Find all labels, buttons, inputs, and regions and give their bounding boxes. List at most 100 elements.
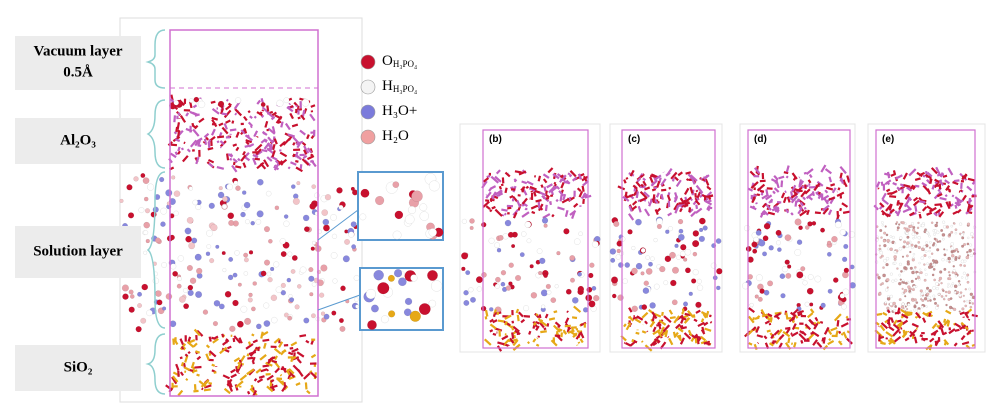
bond [550, 339, 558, 347]
bond [512, 212, 518, 219]
bond [841, 202, 849, 208]
bond [945, 185, 951, 192]
atom [669, 251, 676, 259]
atom [546, 289, 552, 295]
bond [518, 170, 527, 176]
atom [910, 222, 914, 226]
atom [969, 232, 974, 236]
atom [963, 300, 966, 303]
bond [764, 320, 771, 325]
atom [923, 278, 927, 282]
atom [931, 259, 935, 263]
atom [884, 301, 887, 304]
atom [932, 263, 937, 267]
bond [533, 321, 537, 326]
atom [185, 235, 192, 243]
bond [903, 199, 910, 208]
bond [617, 185, 626, 191]
atom [960, 276, 964, 279]
atom [380, 315, 389, 324]
bond [880, 181, 884, 187]
atom [945, 248, 948, 252]
bond [785, 327, 791, 335]
atom [310, 246, 315, 251]
atom [940, 295, 944, 298]
bond [187, 350, 191, 355]
atom [945, 259, 949, 262]
atom [339, 325, 346, 332]
bond [193, 389, 199, 393]
bond [208, 382, 213, 385]
atom [523, 305, 530, 312]
bond [692, 314, 696, 318]
bond [822, 337, 826, 344]
bond [511, 325, 514, 328]
bond [780, 192, 786, 199]
bond [297, 116, 301, 120]
atom [948, 277, 952, 281]
bond [553, 310, 558, 314]
atom [692, 230, 700, 237]
bond [824, 189, 829, 194]
bond [581, 175, 589, 182]
atom [935, 221, 939, 225]
bond [940, 327, 945, 336]
atom [695, 301, 702, 308]
atom [508, 262, 514, 268]
bond [186, 148, 191, 153]
atom [505, 285, 512, 291]
bond [918, 171, 926, 177]
bond [837, 187, 841, 191]
atom [943, 248, 946, 251]
bond [248, 350, 257, 356]
bond [759, 189, 765, 193]
bond [761, 202, 767, 208]
atom [610, 257, 616, 263]
bond [285, 368, 290, 373]
atom [827, 288, 833, 294]
atom [907, 303, 911, 307]
inset-connector [317, 209, 359, 241]
bond [943, 318, 947, 323]
atom [937, 292, 941, 296]
atom [699, 227, 704, 233]
atom [935, 287, 939, 291]
atom [243, 252, 249, 258]
atom [500, 281, 506, 287]
atom [755, 229, 762, 236]
bond [929, 337, 935, 343]
bond [258, 375, 265, 379]
bond [652, 329, 661, 336]
atom [302, 214, 310, 222]
atom [593, 295, 600, 302]
atom [903, 288, 908, 293]
atom [502, 233, 509, 240]
atom [971, 236, 974, 239]
atom [692, 240, 700, 248]
atom [950, 224, 954, 228]
atom [884, 288, 889, 292]
atom [498, 235, 504, 241]
label-box [15, 226, 141, 278]
bond [262, 338, 270, 342]
bond [210, 100, 216, 104]
bond [912, 185, 917, 191]
bond [666, 202, 670, 209]
bond [785, 175, 789, 179]
atom [578, 231, 583, 236]
bond [232, 161, 236, 166]
bond [280, 121, 284, 128]
bond [817, 194, 821, 198]
bond [809, 308, 815, 314]
bond [898, 202, 904, 211]
atom [243, 257, 249, 263]
bond [821, 204, 830, 212]
bond [296, 155, 300, 159]
atom [826, 251, 832, 257]
atom [963, 242, 967, 247]
atom [622, 278, 628, 284]
bond [289, 104, 294, 109]
atom [377, 282, 390, 295]
bond [787, 337, 791, 344]
bond [195, 156, 200, 165]
